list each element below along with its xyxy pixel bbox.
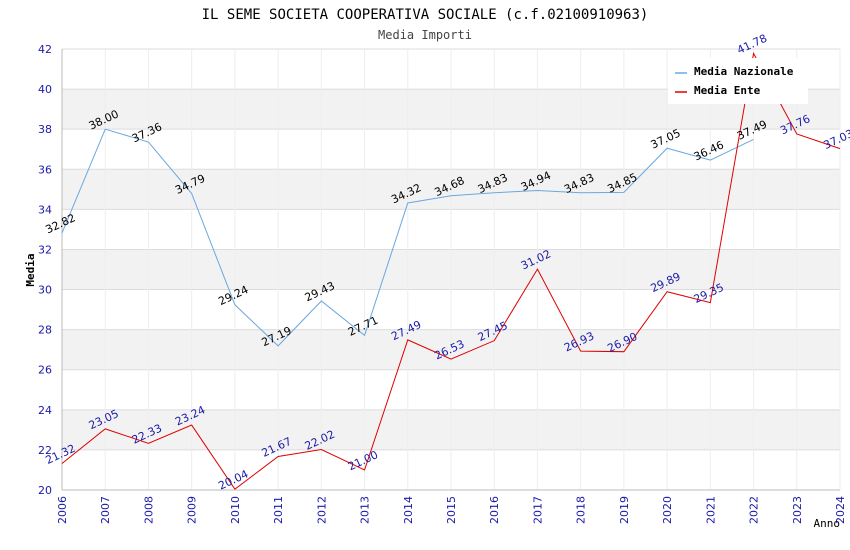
- grid-lines: [61, 48, 841, 491]
- legend: Media Nazionale Media Ente: [668, 58, 808, 104]
- y-tick-label: 26: [38, 364, 52, 377]
- x-tick-label: 2021: [704, 496, 717, 524]
- y-axis-title: Media: [24, 253, 37, 286]
- x-axis-title: Anno: [814, 517, 841, 530]
- x-tick-label: 2016: [488, 496, 501, 524]
- y-tick-label: 36: [38, 163, 52, 176]
- x-tick-label: 2009: [186, 496, 199, 524]
- y-tick-label: 38: [38, 123, 52, 136]
- x-tick-label: 2023: [791, 496, 804, 524]
- x-tick-label: 2019: [618, 496, 631, 524]
- data-label-media-ente: 20.04: [216, 467, 250, 492]
- x-tick-label: 2011: [272, 496, 285, 524]
- x-tick-label: 2020: [661, 496, 674, 524]
- y-tick-label: 42: [38, 43, 52, 56]
- y-tick-label: 30: [38, 284, 52, 297]
- data-label-media-nazionale: 37.05: [649, 127, 683, 152]
- x-tick-label: 2018: [575, 496, 588, 524]
- x-tick-label: 2013: [359, 496, 372, 524]
- x-tick-label: 2007: [99, 496, 112, 524]
- series-lines: [61, 51, 841, 490]
- legend-box: [668, 58, 808, 104]
- data-label-media-ente: 37.03: [821, 127, 850, 152]
- y-tick-label: 28: [38, 324, 52, 337]
- x-tick-label: 2017: [531, 496, 544, 524]
- series-line-media-nazionale: [61, 128, 754, 347]
- series-line-media-ente: [61, 51, 841, 490]
- y-tick-label: 40: [38, 83, 52, 96]
- y-tick-label: 34: [38, 203, 52, 216]
- y-tick-label: 24: [38, 404, 52, 417]
- x-tick-label: 2012: [315, 496, 328, 524]
- y-tick-label: 32: [38, 243, 52, 256]
- chart-subtitle: Media Importi: [378, 28, 472, 42]
- x-tick-label: 2022: [748, 496, 761, 524]
- y-tick-label: 20: [38, 484, 52, 497]
- legend-label-media-ente: Media Ente: [694, 84, 761, 97]
- data-label-media-ente: 41.78: [735, 32, 769, 57]
- x-tick-label: 2014: [402, 496, 415, 524]
- y-tick-label: 22: [38, 444, 52, 457]
- x-tick-labels: 2006 2007 2008 2009 2010 2011 2012 2013 2014 2015…: [56, 496, 847, 524]
- legend-label-media-nazionale: Media Nazionale: [694, 65, 794, 78]
- chart-title: IL SEME SOCIETA COOPERATIVA SOCIALE (c.f…: [202, 7, 649, 23]
- x-tick-label: 2024: [834, 496, 847, 524]
- x-tick-label: 2015: [445, 496, 458, 524]
- x-tick-label: 2008: [142, 496, 155, 524]
- x-tick-label: 2006: [56, 496, 69, 524]
- y-tick-labels: 20 22 24 26 28 30 32 34 36 38 40 42: [38, 43, 52, 497]
- x-tick-label: 2010: [229, 496, 242, 524]
